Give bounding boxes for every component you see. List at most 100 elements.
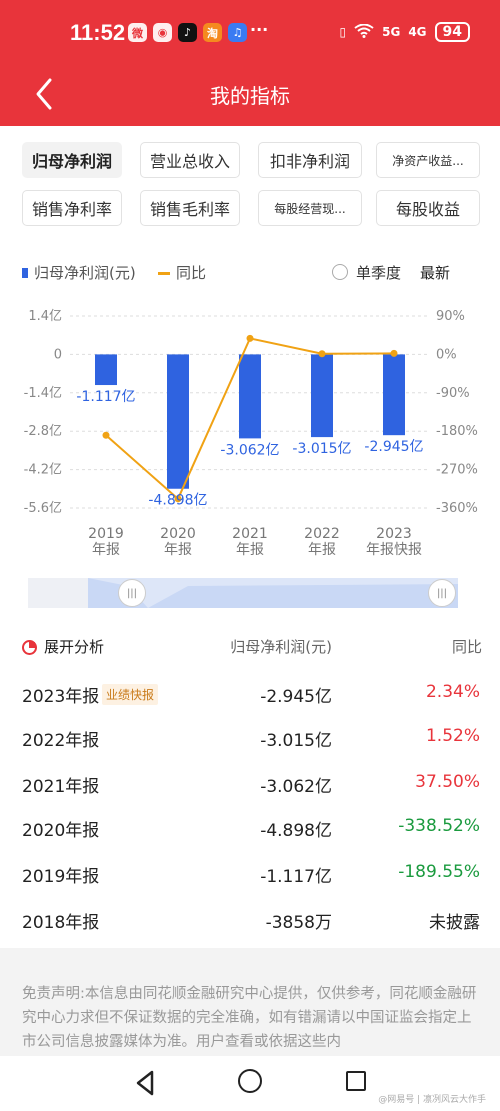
row-value: -1.117亿 bbox=[260, 867, 332, 887]
analysis-header: 展开分析 归母净利润(元) 同比 bbox=[22, 636, 482, 660]
row-year: 2020年报 bbox=[22, 821, 100, 841]
tab-deducted-net-profit[interactable]: 扣非净利润 bbox=[258, 142, 362, 178]
row-value: -3.015亿 bbox=[260, 731, 332, 751]
music-icon: ♫ bbox=[228, 23, 247, 42]
row-value: -2.945亿 bbox=[260, 687, 332, 707]
line-legend-label: 同比 bbox=[176, 264, 207, 282]
more-notifications-icon: ··· bbox=[250, 20, 269, 39]
row-yoy: 37.50% bbox=[415, 772, 480, 792]
tab-total-revenue[interactable]: 营业总收入 bbox=[140, 142, 240, 178]
status-time: 11:52 bbox=[70, 20, 126, 45]
x-tick-label: 年报 bbox=[308, 542, 336, 558]
bar-mark bbox=[311, 354, 333, 438]
row-year: 2023年报 bbox=[22, 687, 100, 707]
quarterly-label[interactable]: 单季度 bbox=[356, 264, 402, 282]
row-year: 2019年报 bbox=[22, 867, 100, 887]
y-right-tick-label: -90% bbox=[436, 386, 470, 401]
slider-preview-shape bbox=[88, 578, 458, 608]
row-value: -3.062亿 bbox=[260, 777, 332, 797]
slider-right-handle[interactable]: ||| bbox=[428, 579, 456, 607]
row-yoy: -189.55% bbox=[398, 862, 480, 882]
status-bar: 11:52 微 ◉ ♪ 淘 ♫ ··· ▯ 5G 4G 94 bbox=[0, 0, 500, 62]
table-row[interactable]: 2019年报 -1.117亿 -189.55% bbox=[22, 860, 482, 888]
y-left-tick-label: 0 bbox=[54, 347, 62, 362]
y-left-tick-label: -4.2亿 bbox=[24, 463, 62, 478]
y-right-tick-label: 90% bbox=[436, 309, 465, 324]
tab-gross-margin[interactable]: 销售毛利率 bbox=[140, 190, 240, 226]
tiktok-icon: ♪ bbox=[178, 23, 197, 42]
bar-data-label: -3.015亿 bbox=[292, 441, 351, 457]
latest-toggle[interactable]: 最新 bbox=[420, 264, 451, 282]
bar-data-label: -2.945亿 bbox=[364, 439, 423, 455]
column-header-value: 归母净利润(元) bbox=[230, 638, 332, 656]
pie-chart-icon bbox=[22, 640, 37, 655]
table-row[interactable]: 2022年报 -3.015亿 1.52% bbox=[22, 724, 482, 752]
y-right-tick-label: -180% bbox=[436, 424, 478, 439]
range-slider[interactable]: ||| ||| bbox=[28, 578, 458, 608]
vibrate-icon: ▯ bbox=[339, 25, 347, 39]
x-tick-label: 2023 bbox=[376, 526, 412, 542]
pet-app-icon: ◉ bbox=[153, 23, 172, 42]
bar-mark bbox=[239, 354, 261, 439]
wifi-icon bbox=[354, 23, 374, 41]
nav-recent-button[interactable] bbox=[346, 1071, 366, 1091]
tab-net-profit[interactable]: 归母净利润 bbox=[22, 142, 122, 178]
x-tick-label: 年报 bbox=[164, 542, 192, 558]
table-row[interactable]: 2020年报 -4.898亿 -338.52% bbox=[22, 814, 482, 842]
yoy-point bbox=[174, 495, 182, 503]
yoy-point bbox=[390, 349, 398, 357]
row-value: -3858万 bbox=[265, 913, 332, 933]
slider-left-handle[interactable]: ||| bbox=[118, 579, 146, 607]
tab-roe[interactable]: 净资产收益... bbox=[376, 142, 480, 178]
tab-eps[interactable]: 每股收益 bbox=[376, 190, 480, 226]
net-profit-chart: 1.4亿 90%0 0%-1.4亿 -90%-2.8亿 -180%-4.2亿 -270%-… bbox=[24, 309, 478, 558]
disclaimer-text: 免责声明:本信息由同花顺金融研究中心提供，仅供参考，同花顺金融研究中心力求但不保… bbox=[0, 948, 500, 1056]
x-tick-label: 2019 bbox=[88, 526, 124, 542]
slider-range-fill bbox=[88, 578, 458, 608]
signal-5g: 5G bbox=[382, 25, 401, 39]
row-year: 2022年报 bbox=[22, 731, 100, 751]
bar-legend-label: 归母净利润(元) bbox=[34, 264, 136, 282]
yoy-point bbox=[318, 350, 326, 358]
watermark: @网易号 | 凛冽风云大作手 bbox=[378, 1095, 486, 1105]
taobao-icon: 淘 bbox=[203, 23, 222, 42]
tab-operating-cash-per-share[interactable]: 每股经营现... bbox=[258, 190, 362, 226]
table-row[interactable]: 2021年报 -3.062亿 37.50% bbox=[22, 770, 482, 798]
y-right-tick-label: -270% bbox=[436, 463, 478, 478]
y-right-tick-label: 0% bbox=[436, 347, 457, 362]
back-button[interactable] bbox=[30, 74, 60, 114]
bar-data-label: -4.898亿 bbox=[148, 493, 207, 509]
notification-icons: 微 ◉ ♪ 淘 ♫ bbox=[128, 23, 247, 42]
x-tick-label: 年报 bbox=[236, 542, 264, 558]
yoy-point bbox=[246, 334, 254, 342]
x-tick-label: 2021 bbox=[232, 526, 268, 542]
tab-net-margin[interactable]: 销售净利率 bbox=[22, 190, 122, 226]
bar-mark bbox=[95, 354, 117, 386]
x-tick-label: 年报快报 bbox=[366, 542, 422, 558]
bar-data-label: -3.062亿 bbox=[220, 442, 279, 458]
signal-4g: 4G bbox=[408, 25, 427, 39]
row-year: 2018年报 bbox=[22, 913, 100, 933]
nav-back-icon bbox=[136, 1070, 154, 1096]
nav-back-button[interactable] bbox=[134, 1070, 156, 1100]
weibo-icon: 微 bbox=[128, 23, 147, 42]
y-left-tick-label: -2.8亿 bbox=[24, 424, 62, 439]
row-yoy: 1.52% bbox=[425, 726, 480, 746]
quarterly-radio[interactable] bbox=[332, 264, 348, 280]
nav-home-button[interactable] bbox=[238, 1069, 262, 1093]
expand-analysis-link[interactable]: 展开分析 bbox=[44, 638, 105, 656]
express-report-badge: 业绩快报 bbox=[102, 684, 159, 705]
page-title: 我的指标 bbox=[210, 84, 290, 108]
row-year: 2021年报 bbox=[22, 777, 100, 797]
y-right-tick-label: -360% bbox=[436, 501, 478, 516]
system-indicators: ▯ 5G 4G 94 bbox=[339, 22, 470, 42]
table-row[interactable]: 2018年报 -3858万 未披露 bbox=[22, 906, 482, 934]
line-legend-swatch bbox=[158, 272, 170, 275]
row-yoy: -338.52% bbox=[398, 816, 480, 836]
battery-indicator: 94 bbox=[434, 22, 470, 42]
row-yoy: 2.34% bbox=[425, 682, 480, 702]
table-row[interactable]: 2023年报 业绩快报 -2.945亿 2.34% bbox=[22, 680, 482, 708]
row-yoy: 未披露 bbox=[429, 913, 480, 933]
app-header: 我的指标 bbox=[0, 62, 500, 126]
bar-legend-swatch bbox=[22, 268, 28, 278]
